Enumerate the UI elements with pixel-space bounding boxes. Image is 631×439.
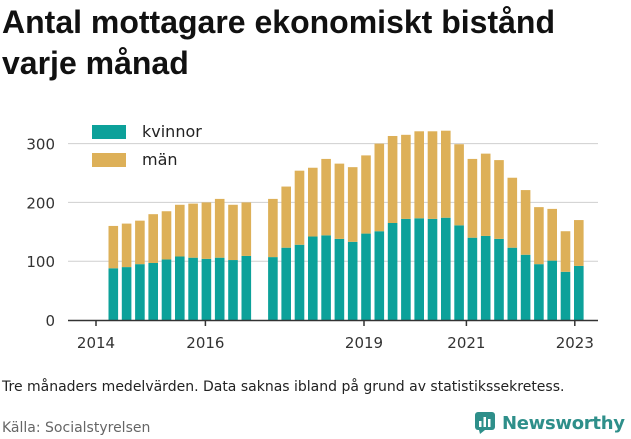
bar-man [454,144,464,226]
bar-kvinnor [374,231,385,320]
bar-kvinnor [121,267,132,320]
bar-man [467,158,478,238]
bar-kvinnor [361,233,371,320]
legend-label: män [142,150,178,169]
bar-man [281,186,291,248]
bar-kvinnor [427,218,438,320]
bar-man [121,223,132,268]
bar-man [334,163,345,239]
bar-kvinnor [228,260,238,320]
bar-man [308,167,318,237]
x-tick-label: 2016 [186,334,224,352]
bar-man [441,130,451,218]
y-tick-label: 100 [26,253,55,271]
bar-man [188,203,198,258]
bar-man [574,220,584,266]
bar-man [135,220,145,265]
bar-kvinnor [441,217,451,320]
bar-man [108,225,119,269]
bar-kvinnor [175,256,185,320]
bar-man [560,231,571,272]
bar-kvinnor [467,237,478,320]
x-tick-label: 2014 [77,334,115,352]
bar-kvinnor [494,238,504,320]
bar-kvinnor [135,264,145,320]
bar-kvinnor [334,238,345,320]
bars [108,130,584,320]
legend-swatch [92,153,126,167]
bar-kvinnor [547,260,557,320]
legend-label: kvinnor [142,122,202,141]
bar-man [401,134,411,219]
bar-kvinnor [414,218,424,320]
x-axis: 2014 2016 2019 2021 2023 [68,319,598,352]
bar-kvinnor [214,257,225,320]
bar-man [268,198,278,258]
bar-man [347,167,358,242]
brand-name: Newsworthy [502,412,625,434]
bar-man [175,204,185,257]
x-tick-label: 2021 [447,334,485,352]
bar-kvinnor [188,257,198,320]
bar-man [201,202,212,259]
bar-kvinnor [507,247,518,320]
bar-man [480,153,491,236]
legend: kvinnor män [92,122,202,169]
chart-title: Antal mottagare ekonomiskt bistånd varje… [2,4,555,81]
bar-man [161,211,172,260]
bar-kvinnor [108,268,119,320]
bar-man [387,135,398,223]
bar-man [414,131,424,219]
bar-kvinnor [401,218,411,320]
bar-kvinnor [387,223,398,320]
x-tick-label: 2019 [345,334,383,352]
bar-kvinnor [480,235,491,320]
bar-kvinnor [201,258,212,320]
brand-logo[interactable]: Newsworthy [474,409,625,437]
bar-kvinnor [347,241,358,320]
bar-man [520,190,531,255]
bar-man [534,207,544,265]
bar-man [361,155,371,234]
bar-man [148,214,158,263]
newsworthy-icon [475,412,495,434]
bar-man [507,177,518,248]
bar-kvinnor [294,244,305,320]
bar-man [241,202,252,256]
bar-man [294,170,305,245]
bar-kvinnor [268,257,278,320]
bar-kvinnor [281,247,291,320]
bar-man [321,158,331,236]
bar-kvinnor [560,271,571,320]
bar-man [374,143,385,232]
y-tick-label: 200 [26,194,55,212]
legend-swatch [92,125,126,139]
y-axis: 0 100 200 300 [26,136,55,330]
bar-man [494,160,504,239]
bar-man [228,204,238,261]
y-tick-label: 300 [26,136,55,154]
bar-kvinnor [534,264,544,320]
x-tick-label: 2023 [556,334,594,352]
y-tick-label: 0 [45,312,55,330]
bar-kvinnor [161,259,172,320]
bar-man [427,131,438,219]
bar-kvinnor [308,236,318,320]
bar-kvinnor [241,255,252,320]
bar-man [214,198,225,258]
source-note: Källa: Socialstyrelsen [2,420,151,436]
bar-kvinnor [520,254,531,320]
bar-kvinnor [321,235,331,320]
bar-kvinnor [148,262,158,320]
bar-kvinnor [574,265,584,320]
footnote: Tre månaders medelvärden. Data saknas ib… [2,379,565,395]
chart-area: 0 100 200 300 2014 2016 2019 2021 2023 kvinnor m… [26,122,598,352]
bar-man [547,208,557,261]
bar-kvinnor [454,225,464,320]
